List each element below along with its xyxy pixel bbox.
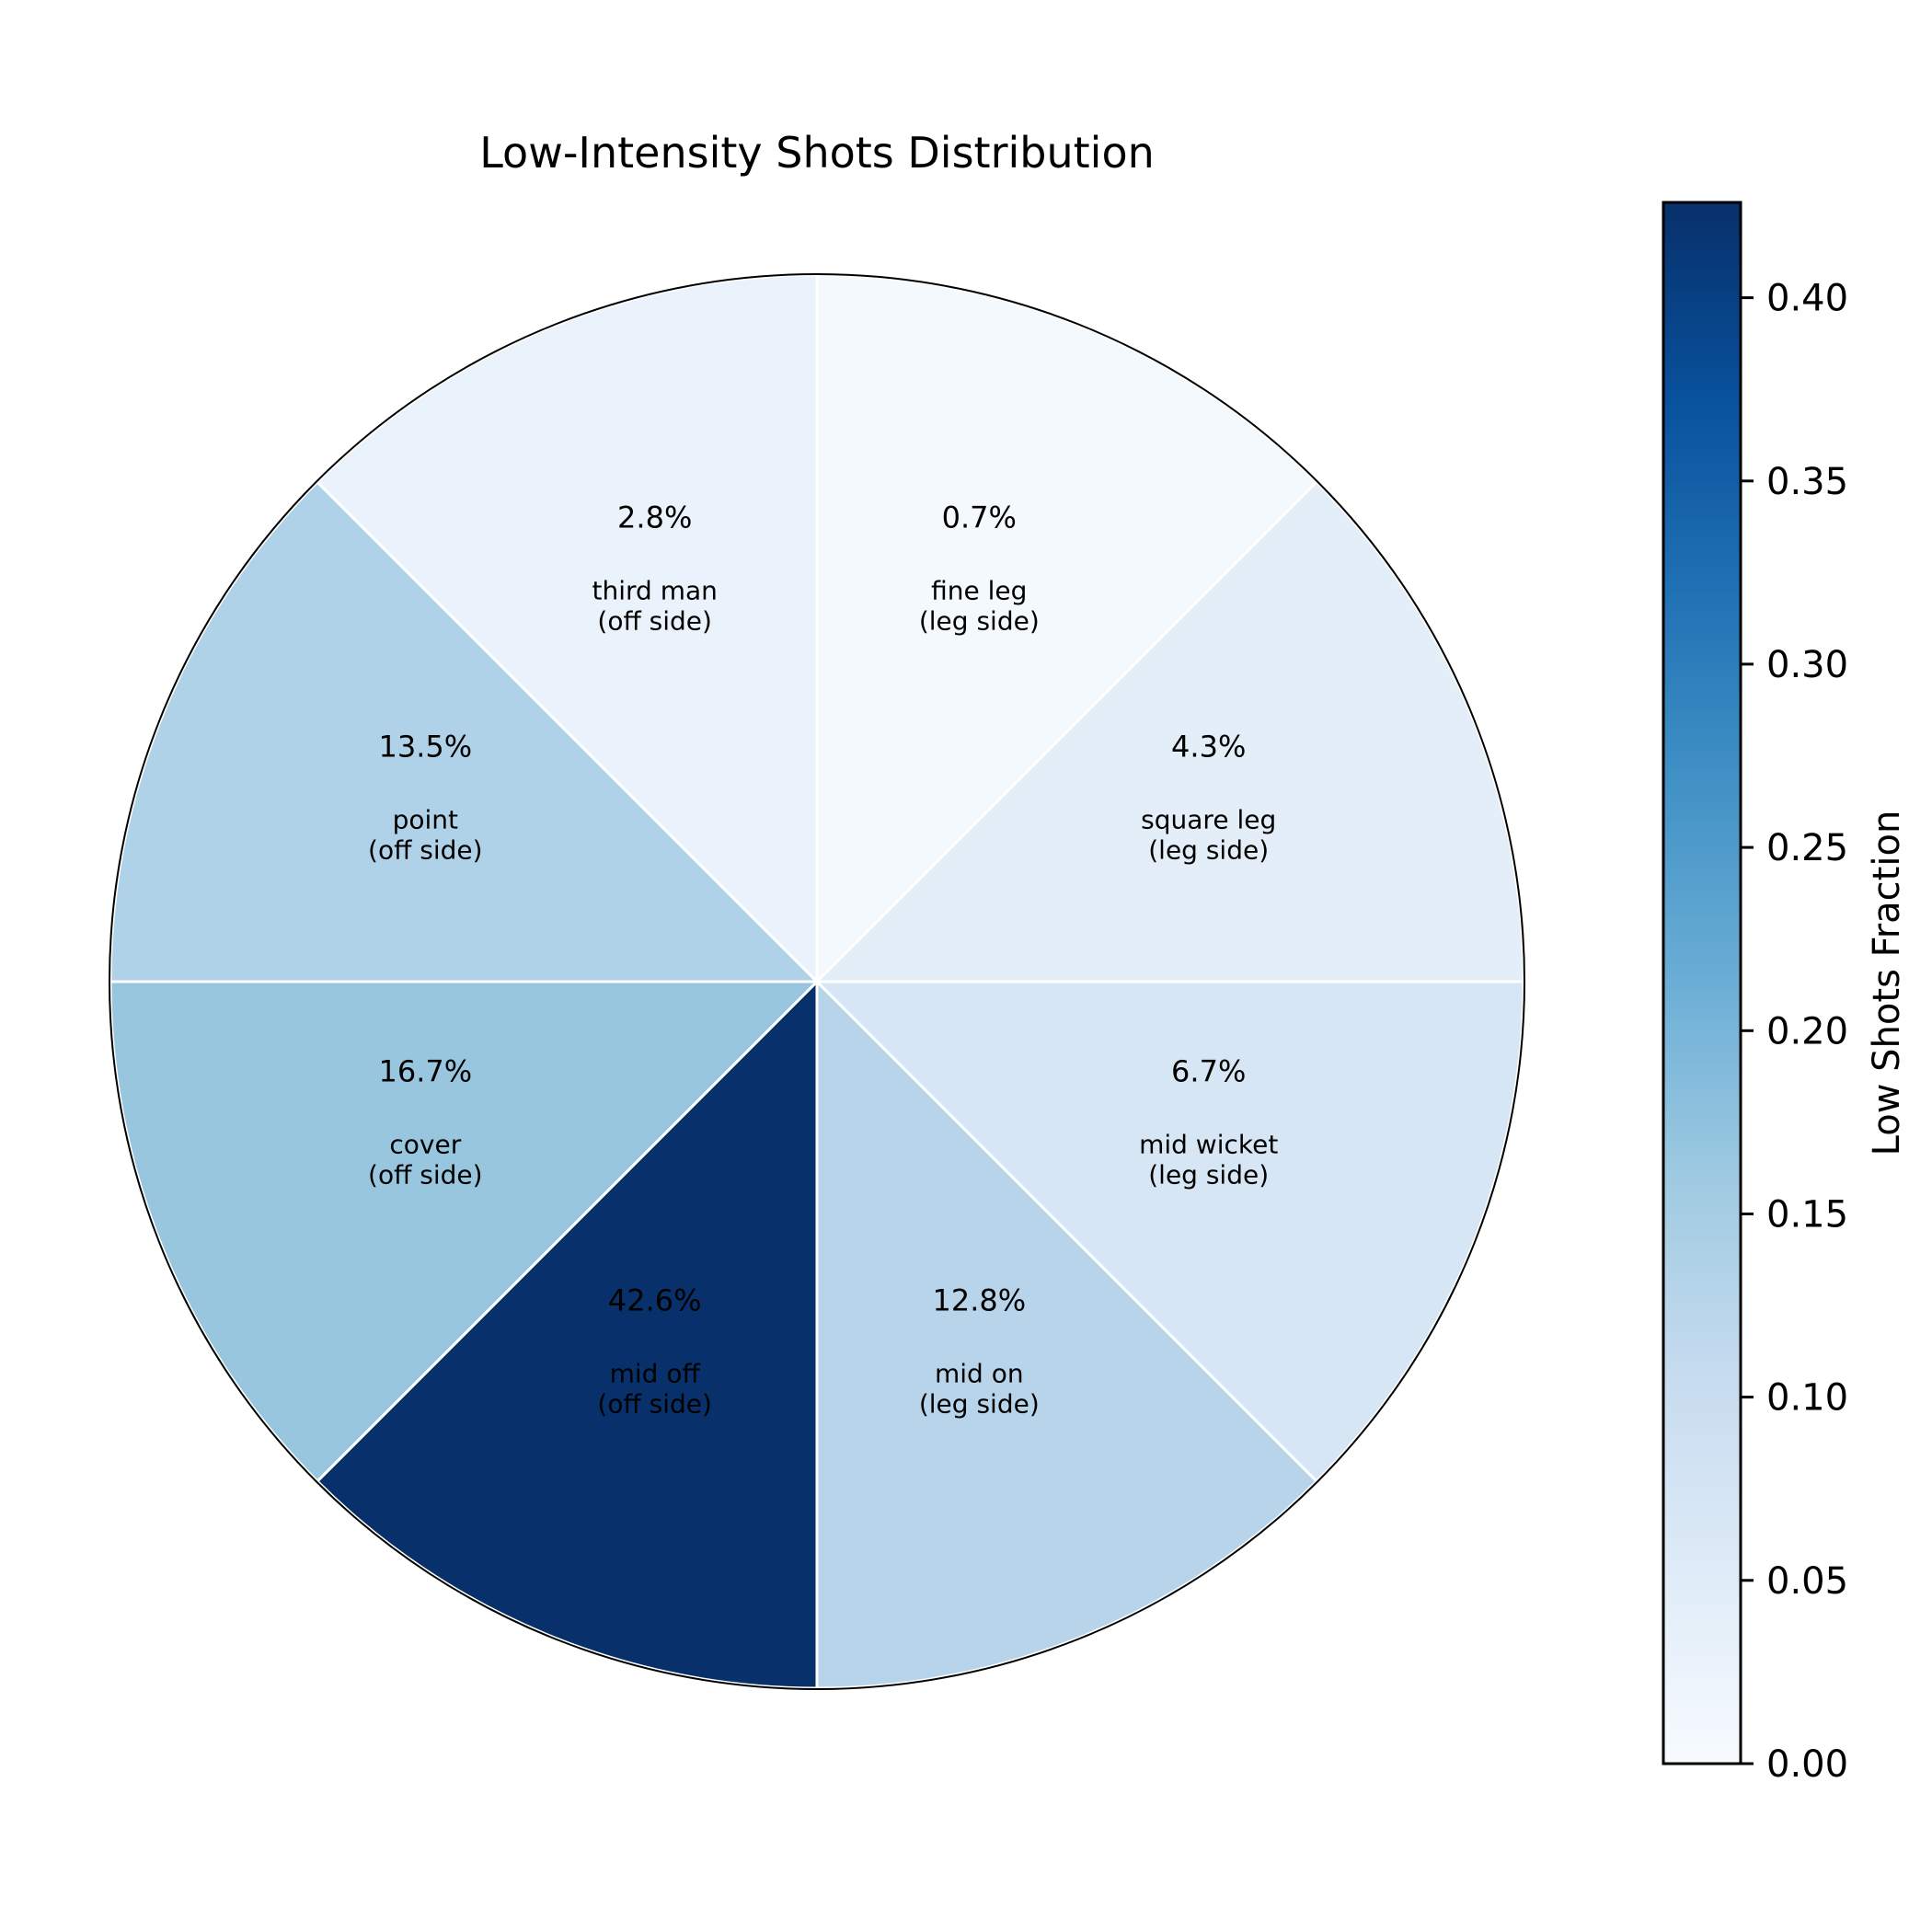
slice-category-label: cover bbox=[389, 1129, 461, 1159]
pie-slice bbox=[813, 980, 1525, 1484]
slice-side-label: (off side) bbox=[597, 1389, 712, 1420]
slice-percent-label: 13.5% bbox=[378, 730, 472, 765]
slice-side-label: (leg side) bbox=[1148, 1159, 1269, 1190]
colorbar-tick-label: 0.10 bbox=[1766, 1377, 1848, 1420]
colorbar-tick-label: 0.30 bbox=[1766, 644, 1848, 686]
colorbar-tick-label: 0.35 bbox=[1766, 461, 1848, 503]
colorbar-tick-label: 0.25 bbox=[1766, 827, 1848, 869]
slice-category-label: mid off bbox=[610, 1359, 701, 1389]
slice-side-label: (off side) bbox=[368, 1159, 483, 1190]
slice-side-label: (leg side) bbox=[1148, 835, 1269, 866]
slice-percent-label: 4.3% bbox=[1171, 730, 1246, 765]
slice-category-label: square leg bbox=[1141, 805, 1276, 835]
slice-percent-label: 42.6% bbox=[608, 1283, 702, 1318]
slice-labels: 0.7%fine leg(leg side)4.3%square leg(leg… bbox=[368, 500, 1278, 1419]
slice-side-label: (off side) bbox=[597, 605, 712, 636]
chart-title: Low-Intensity Shots Distribution bbox=[479, 128, 1155, 178]
slice-category-label: third man bbox=[592, 575, 718, 605]
slice-category-label: mid on bbox=[935, 1359, 1024, 1389]
pie-slice bbox=[315, 273, 819, 985]
slice-percent-label: 2.8% bbox=[617, 500, 692, 535]
pie-slice bbox=[813, 479, 1525, 983]
slice-percent-label: 12.8% bbox=[932, 1283, 1026, 1318]
slice-category-label: fine leg bbox=[931, 575, 1027, 605]
slice-category-label: point bbox=[393, 805, 458, 835]
pie-slice bbox=[315, 978, 819, 1690]
colorbar: 0.00 0.05 0.10 0.15 0.20 0.25 0.30 0.35 0.40 Low… bbox=[1662, 201, 1908, 1786]
colorbar-tick-label: 0.05 bbox=[1766, 1560, 1848, 1603]
slice-side-label: (leg side) bbox=[919, 1389, 1040, 1420]
slice-percent-label: 16.7% bbox=[378, 1053, 472, 1088]
pie-slice bbox=[109, 479, 821, 983]
colorbar-tick-label: 0.15 bbox=[1766, 1194, 1848, 1236]
colorbar-tick-label: 0.20 bbox=[1766, 1010, 1848, 1052]
slice-percent-label: 0.7% bbox=[942, 500, 1017, 535]
slice-category-label: mid wicket bbox=[1139, 1129, 1278, 1159]
colorbar-gradient bbox=[1662, 201, 1742, 1765]
pie-slice bbox=[815, 273, 1319, 985]
colorbar-tick-label: 0.00 bbox=[1766, 1743, 1848, 1786]
pie-slice bbox=[109, 980, 821, 1484]
slice-side-label: (off side) bbox=[368, 835, 483, 866]
slice-percent-label: 6.7% bbox=[1171, 1053, 1246, 1088]
slice-side-label: (leg side) bbox=[919, 605, 1040, 636]
colorbar-tick-label: 0.40 bbox=[1766, 278, 1848, 320]
pie-outline bbox=[109, 273, 1525, 1690]
pie-slice bbox=[815, 978, 1319, 1690]
colorbar-ticks: 0.00 0.05 0.10 0.15 0.20 0.25 0.30 0.35 0.40 bbox=[1741, 278, 1848, 1786]
colorbar-label: Low Shots Fraction bbox=[1866, 811, 1908, 1156]
pie-slices bbox=[109, 273, 1525, 1690]
